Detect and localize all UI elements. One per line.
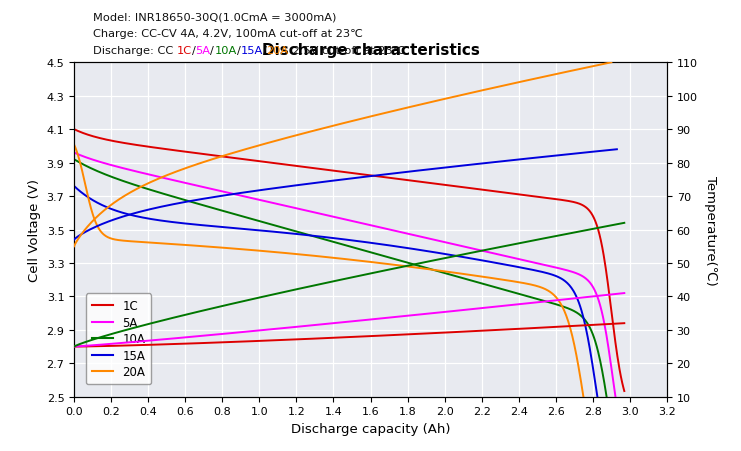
Text: Model: INR18650-30Q(1.0CmA = 3000mA): Model: INR18650-30Q(1.0CmA = 3000mA) xyxy=(93,12,336,22)
Y-axis label: Cell Voltage (V): Cell Voltage (V) xyxy=(28,179,41,281)
X-axis label: Discharge capacity (Ah): Discharge capacity (Ah) xyxy=(290,422,451,435)
Title: Discharge characteristics: Discharge characteristics xyxy=(262,43,479,58)
Text: Discharge: CC: Discharge: CC xyxy=(93,46,176,55)
Text: /: / xyxy=(192,46,196,55)
Text: 20A: 20A xyxy=(267,46,289,55)
Text: 2.5V cut-off at 23℃: 2.5V cut-off at 23℃ xyxy=(289,46,405,55)
Text: Charge: CC-CV 4A, 4.2V, 100mA cut-off at 23℃: Charge: CC-CV 4A, 4.2V, 100mA cut-off at… xyxy=(93,29,362,39)
Text: 1C: 1C xyxy=(176,46,192,55)
Text: /: / xyxy=(210,46,214,55)
Text: /: / xyxy=(263,46,267,55)
Text: /: / xyxy=(236,46,241,55)
Y-axis label: Temperature(℃): Temperature(℃) xyxy=(704,175,717,285)
Text: 10A: 10A xyxy=(214,46,236,55)
Legend: 1C, 5A, 10A, 15A, 20A: 1C, 5A, 10A, 15A, 20A xyxy=(86,294,151,384)
Text: 5A: 5A xyxy=(196,46,210,55)
Text: 15A: 15A xyxy=(241,46,263,55)
